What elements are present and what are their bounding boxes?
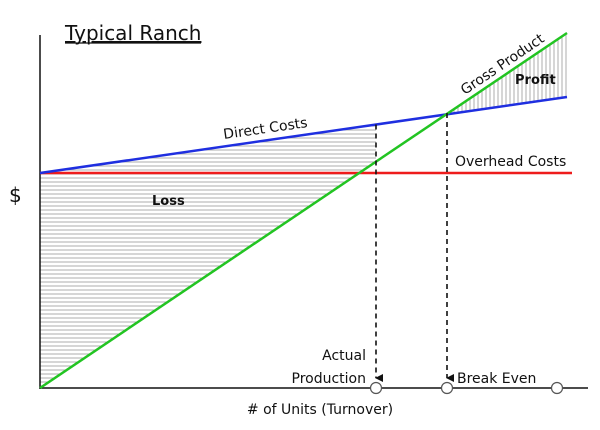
direct-costs-line [39, 95, 568, 175]
actual-production-label: Actual [322, 348, 366, 364]
break-even-label: Break Even [457, 371, 536, 387]
loss-region [40, 124, 376, 388]
axis-point [550, 381, 564, 395]
x-axis-label: # of Units (Turnover) [247, 402, 393, 418]
profit-label: Profit [515, 73, 556, 88]
title: Typical Ranch [64, 21, 201, 45]
overhead-costs-label: Overhead Costs [455, 154, 566, 170]
axis-point [440, 381, 454, 395]
actual-production-label: Production [292, 371, 366, 387]
gross-product-line [39, 31, 568, 390]
axis-point [369, 381, 383, 395]
y-axis-label: $ [9, 183, 22, 207]
loss-label: Loss [152, 194, 185, 209]
